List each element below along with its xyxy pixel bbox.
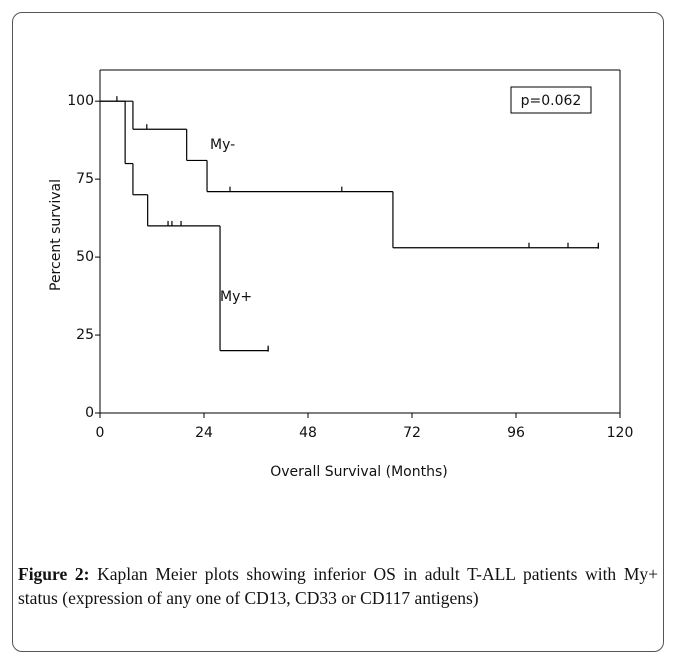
x-tick-label: 48 (299, 425, 317, 441)
x-tick-label: 96 (507, 425, 525, 441)
y-tick-label: 25 (76, 327, 94, 343)
caption-label: Figure 2: (18, 564, 90, 584)
annotation: p=0.062 (521, 93, 582, 109)
caption-text: Kaplan Meier plots showing inferior OS i… (18, 564, 658, 608)
y-axis-title: Percent survival (48, 179, 64, 291)
page: {"chart_data": {"type": "step", "xlabel"… (12, 12, 664, 652)
y-tick-label: 100 (67, 93, 94, 109)
annotation-box (510, 86, 592, 114)
chart: Overall Survival (Months) Percent surviv… (48, 69, 634, 480)
x-tick-label: 0 (96, 425, 105, 441)
x-tick-label: 72 (403, 425, 421, 441)
x-tick-label: 120 (607, 425, 634, 441)
caption: Figure 2: Kaplan Meier plots showing inf… (18, 562, 658, 610)
y-tick-label: 0 (85, 405, 94, 421)
y-tick-label: 50 (76, 249, 94, 265)
y-tick-label: 75 (76, 171, 94, 187)
x-axis-title: Overall Survival (Months) (270, 464, 447, 480)
x-tick-label: 24 (195, 425, 213, 441)
series-label: My+ (220, 289, 252, 305)
series-label: My- (210, 137, 235, 153)
